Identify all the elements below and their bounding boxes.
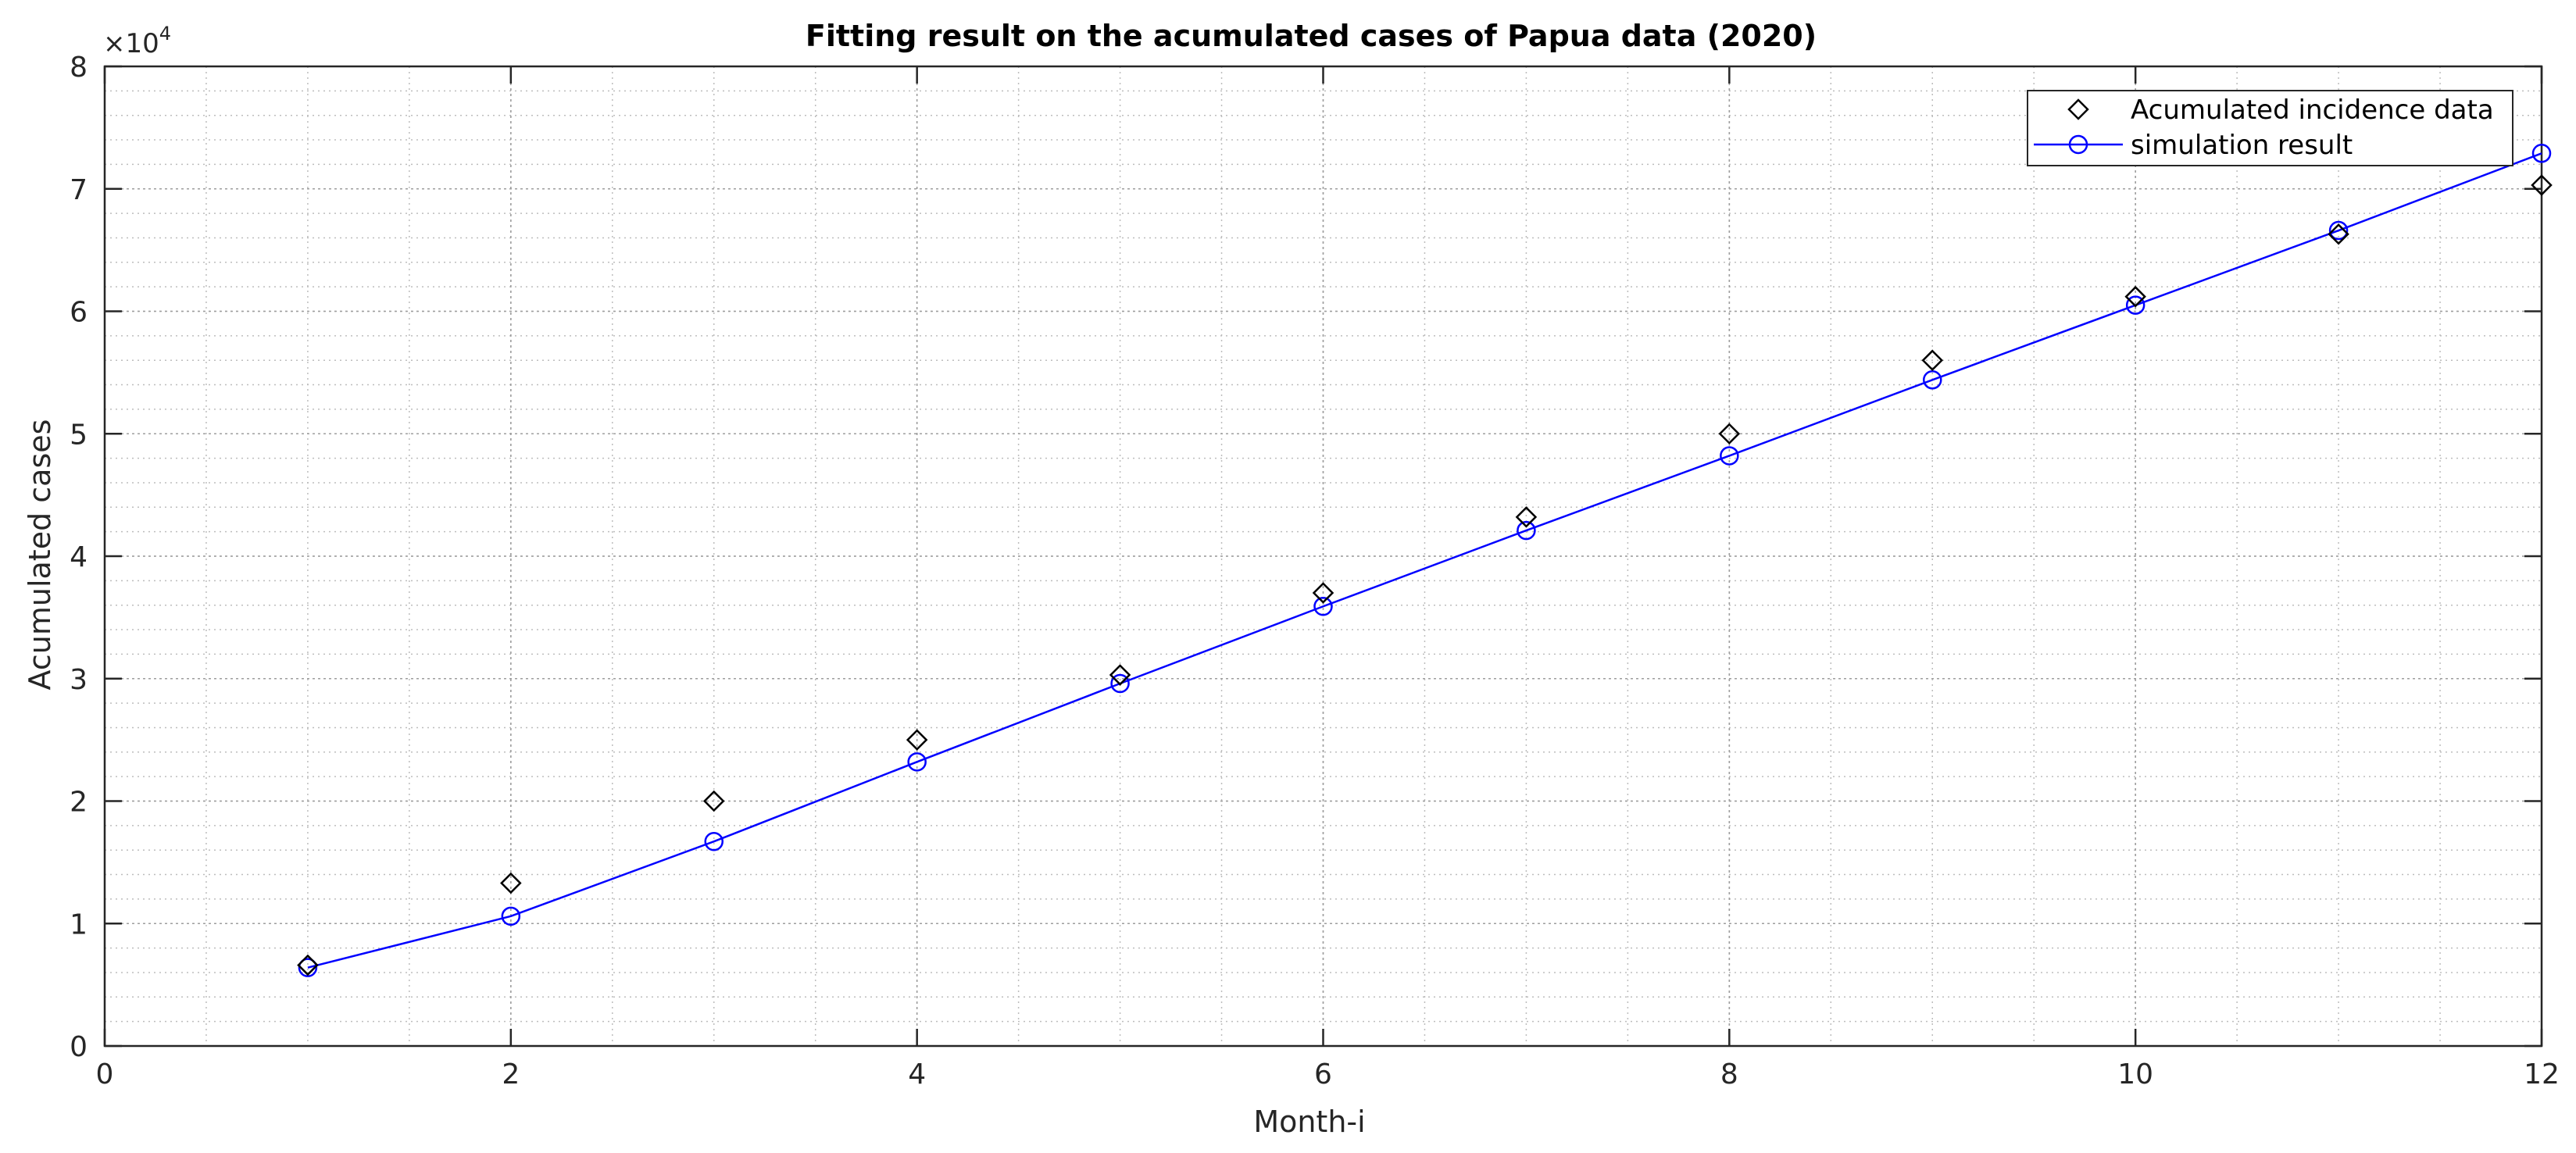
simulation-point xyxy=(298,958,318,977)
simulation-point xyxy=(1313,597,1333,616)
simulation-point xyxy=(704,831,723,851)
legend-entry-simulation: simulation result xyxy=(2034,130,2353,161)
data-point xyxy=(1312,582,1334,604)
simulation-point xyxy=(2125,295,2145,315)
y-tick-label: 8 xyxy=(70,52,88,84)
y-tick-label: 5 xyxy=(70,419,88,451)
legend-diamond-marker xyxy=(2067,98,2089,120)
x-tick-label: 12 xyxy=(2524,1058,2560,1091)
data-point xyxy=(500,872,522,894)
axis-ticks xyxy=(103,65,2543,1048)
y-tick-label: 3 xyxy=(70,664,88,696)
simulation-point xyxy=(1923,370,1942,390)
data-point xyxy=(1718,423,1741,445)
simulation-point xyxy=(2328,220,2349,241)
y-tick-label: 0 xyxy=(70,1031,88,1063)
y-tick-label: 2 xyxy=(70,787,88,819)
data-point xyxy=(297,954,319,976)
legend-box xyxy=(2027,90,2513,166)
simulation-point xyxy=(1517,520,1536,541)
simulation-point xyxy=(501,906,521,926)
simulation-point xyxy=(907,752,927,772)
x-axis-label: Month-i xyxy=(1253,1105,1365,1139)
x-tick-label: 4 xyxy=(908,1058,926,1091)
x-tick-label: 8 xyxy=(1720,1058,1738,1091)
x-tick-label: 6 xyxy=(1314,1058,1332,1091)
legend-circle-marker xyxy=(2068,134,2088,155)
x-tick-label: 2 xyxy=(502,1058,520,1091)
y-exponent-base: ×10 xyxy=(103,28,159,59)
x-tick-label: 10 xyxy=(2117,1058,2153,1091)
data-point xyxy=(1515,506,1538,528)
y-tick-label: 6 xyxy=(70,297,88,329)
legend-label-data: Acumulated incidence data xyxy=(2131,95,2494,126)
simulation-point xyxy=(1110,673,1130,694)
y-tick-label: 4 xyxy=(70,541,88,573)
y-axis-label: Acumulated cases xyxy=(23,419,57,691)
y-tick-label: 1 xyxy=(70,908,88,941)
legend-label-simulation: simulation result xyxy=(2131,130,2353,161)
simulation-point xyxy=(1720,446,1739,466)
simulation-line xyxy=(307,152,2542,969)
data-point xyxy=(702,790,725,812)
chart-title: Fitting result on the acumulated cases o… xyxy=(806,19,1817,53)
y-tick-label: 7 xyxy=(70,174,88,206)
data-point xyxy=(2124,285,2146,308)
series-layer xyxy=(297,144,2553,977)
y-exponent-power: 4 xyxy=(159,23,171,45)
data-point xyxy=(906,729,928,751)
major-grid xyxy=(105,66,2542,1046)
data-point xyxy=(1921,349,1944,371)
legend-entry-data: Acumulated incidence data xyxy=(2067,95,2494,126)
simulation-point xyxy=(2531,144,2552,163)
data-point xyxy=(1109,664,1131,686)
data-point xyxy=(2531,174,2553,196)
legend: Acumulated incidence data simulation res… xyxy=(2027,90,2513,166)
x-tick-label: 0 xyxy=(96,1058,114,1091)
y-axis-exponent: ×104 xyxy=(103,23,171,59)
data-point xyxy=(2328,223,2349,245)
